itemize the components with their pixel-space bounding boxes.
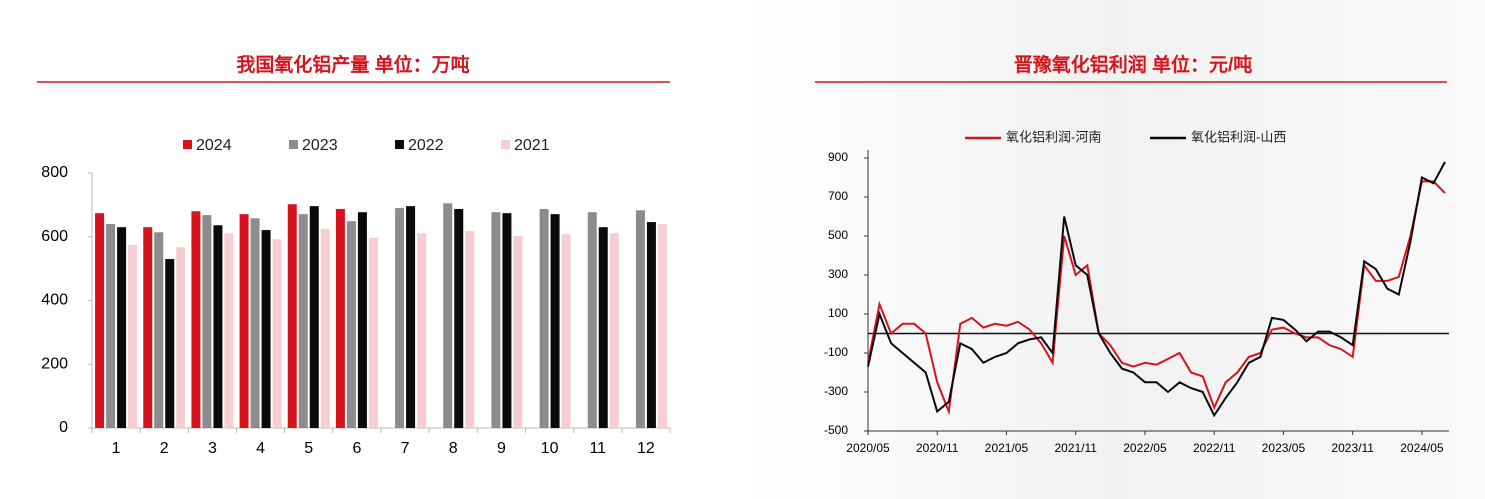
x-tick-label: 2023/11 — [1331, 441, 1374, 455]
bar — [143, 227, 153, 428]
y-tick-label: 900 — [828, 150, 848, 164]
y-tick-label: 0 — [59, 419, 68, 436]
bar — [320, 229, 330, 428]
bar — [395, 208, 405, 428]
x-tick-label: 2022/05 — [1123, 441, 1167, 455]
bar — [191, 211, 201, 428]
x-tick-label: 5 — [304, 440, 313, 457]
bar — [287, 204, 297, 428]
legend-label: 2024 — [196, 137, 232, 154]
bar — [202, 215, 212, 428]
bar — [154, 232, 164, 428]
x-tick-label: 10 — [541, 440, 559, 457]
bar — [309, 206, 319, 428]
x-tick-label: 7 — [401, 440, 410, 457]
legend-label: 2021 — [514, 137, 550, 154]
bar — [539, 209, 549, 428]
x-tick-label: 9 — [497, 440, 506, 457]
legend-swatch — [183, 140, 192, 149]
bar — [117, 227, 127, 428]
y-tick-label: 100 — [828, 306, 848, 320]
legend-label: 氧化铝利润-山西 — [1191, 129, 1286, 144]
bar — [491, 212, 501, 428]
bar — [250, 218, 260, 428]
bar — [213, 225, 223, 428]
bar — [261, 230, 271, 428]
x-tick-label: 2022/11 — [1193, 441, 1236, 455]
legend-swatch — [501, 140, 510, 149]
x-tick-label: 12 — [637, 440, 655, 457]
legend-swatch — [395, 140, 404, 149]
bar — [513, 236, 523, 428]
bar — [550, 214, 560, 428]
legend-swatch — [289, 140, 298, 149]
y-tick-label: 300 — [828, 267, 848, 281]
bar — [368, 238, 378, 428]
y-tick-label: -500 — [824, 423, 848, 437]
bar — [587, 212, 597, 428]
bar — [657, 224, 667, 428]
bar — [224, 233, 234, 428]
y-tick-label: 800 — [41, 164, 68, 181]
x-tick-label: 8 — [449, 440, 458, 457]
bar — [646, 222, 656, 428]
bar — [298, 214, 308, 428]
x-tick-label: 2024/05 — [1400, 441, 1444, 455]
x-tick-label: 6 — [352, 440, 361, 457]
x-tick-label: 2021/05 — [985, 441, 1029, 455]
bar — [346, 221, 356, 428]
bar — [335, 209, 345, 428]
legend-label: 氧化铝利润-河南 — [1006, 129, 1101, 144]
x-tick-label: 2021/11 — [1054, 441, 1097, 455]
bar — [465, 231, 475, 428]
legend-label: 2023 — [302, 137, 338, 154]
x-tick-label: 3 — [208, 440, 217, 457]
y-tick-label: -300 — [824, 384, 848, 398]
y-tick-label: 200 — [41, 355, 68, 372]
legend-label: 2022 — [408, 137, 444, 154]
x-tick-label: 4 — [256, 440, 265, 457]
bar — [443, 203, 453, 428]
bar — [417, 233, 427, 428]
x-tick-label: 11 — [589, 440, 606, 457]
bar — [272, 239, 282, 428]
bar — [609, 233, 619, 428]
y-tick-label: -100 — [824, 345, 848, 359]
bar — [635, 210, 645, 428]
bar — [357, 212, 367, 428]
y-tick-label: 500 — [828, 228, 848, 242]
x-tick-label: 2020/11 — [916, 441, 959, 455]
x-tick-label: 1 — [112, 440, 121, 457]
bar — [106, 224, 116, 428]
line-series — [867, 161, 1446, 418]
bar — [128, 245, 138, 428]
bar — [176, 247, 186, 428]
bar — [561, 234, 571, 428]
bar — [165, 259, 175, 428]
x-tick-label: 2023/05 — [1262, 441, 1306, 455]
y-tick-label: 600 — [41, 228, 68, 245]
x-tick-label: 2020/05 — [846, 441, 890, 455]
x-tick-label: 2 — [160, 440, 169, 457]
y-tick-label: 700 — [828, 189, 848, 203]
bar — [406, 206, 416, 428]
chart-title: 我国氧化铝产量 单位：万吨 — [236, 53, 469, 76]
bar — [95, 213, 105, 428]
bar — [454, 209, 464, 428]
bar — [598, 227, 608, 428]
y-tick-label: 400 — [41, 292, 68, 309]
line-series — [867, 180, 1446, 416]
bar — [502, 213, 512, 428]
chart-title: 晋豫氧化铝利润 单位：元/吨 — [1014, 53, 1253, 76]
bar — [239, 214, 249, 428]
